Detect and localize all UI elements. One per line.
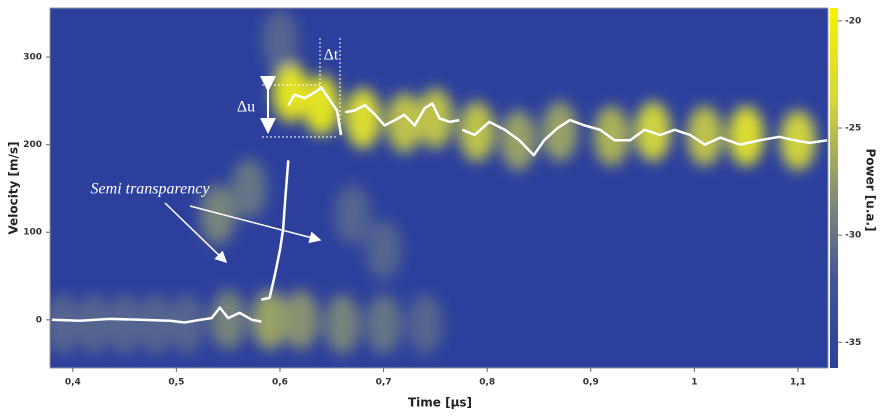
x-tick-label: 0,6: [272, 378, 288, 388]
heat-cell: [50, 294, 81, 355]
heat-cell: [324, 294, 361, 355]
annotation: Δu: [237, 99, 255, 116]
heat-cell: [137, 294, 174, 355]
heat-cell: [417, 88, 454, 149]
velocity-line: [52, 86, 828, 324]
arrow: [189, 205, 322, 244]
heat-cell: [365, 294, 402, 355]
colorbar-tick-label: -25: [845, 124, 861, 134]
heat-cell: [344, 88, 381, 149]
y-tick-label: 200: [23, 140, 42, 150]
heat-cell: [541, 101, 578, 162]
arrow: [164, 202, 228, 264]
x-tick-label: 0,8: [479, 378, 495, 388]
heat-cell: [593, 105, 630, 166]
heat-cell: [251, 289, 288, 350]
heat-cell: [686, 105, 723, 166]
x-tick-label: 0,5: [168, 378, 184, 388]
x-tick-label: 0,4: [65, 378, 81, 388]
y-tick-label: 300: [23, 53, 42, 63]
y-tick-label: 100: [23, 228, 42, 238]
x-axis-title: Time [µs]: [408, 396, 472, 410]
heatmap: [50, 9, 816, 355]
trace: [52, 86, 828, 324]
heat-cell: [282, 289, 319, 350]
heat-cell: [75, 294, 112, 355]
heat-cell: [261, 9, 298, 70]
x-tick-label: 0,9: [583, 378, 599, 388]
colorbar-tick-label: -35: [845, 338, 861, 348]
heat-cell: [106, 294, 143, 355]
heat-cell: [303, 75, 340, 136]
colorbar: [830, 8, 838, 368]
colorbar-tick-label: -30: [845, 231, 861, 241]
heat-cell: [334, 184, 371, 245]
annotation: Semi transparency: [91, 181, 211, 198]
heat-cell: [230, 158, 267, 219]
heat-cell: [365, 219, 402, 280]
heat-cell: [199, 184, 236, 245]
annotations: Semi transparency Δu Δt: [91, 38, 341, 264]
colorbar-title: Power [u.a.]: [864, 148, 878, 231]
heat-cell: [272, 62, 309, 123]
heat-cell: [407, 294, 444, 355]
colorbar-tick-label: -20: [845, 16, 861, 26]
x-tick-label: 0,7: [376, 378, 392, 388]
annotation: Δt: [324, 47, 339, 64]
heat-cell: [386, 92, 423, 153]
x-tick-label: 1: [691, 378, 697, 388]
heat-cell: [728, 105, 765, 166]
plot-frame: [49, 7, 829, 369]
y-tick-label: 0: [36, 315, 42, 325]
heat-cell: [168, 294, 205, 355]
y-axis-title: Velocity [m/s]: [7, 141, 21, 234]
heat-cell: [210, 289, 247, 350]
x-tick-label: 1,1: [790, 378, 806, 388]
